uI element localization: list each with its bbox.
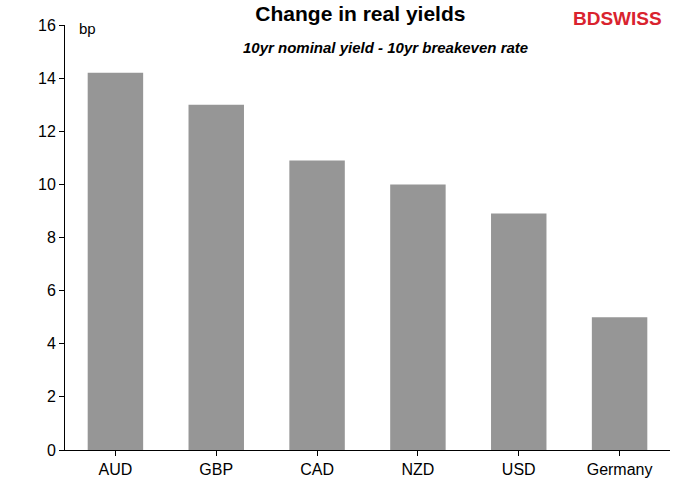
svg-text:10: 10 [38, 176, 56, 193]
svg-text:4: 4 [47, 335, 56, 352]
svg-text:16: 16 [38, 17, 56, 34]
svg-text:2: 2 [47, 388, 56, 405]
svg-text:0: 0 [47, 442, 56, 459]
svg-text:Germany: Germany [587, 461, 653, 478]
svg-text:14: 14 [38, 70, 56, 87]
svg-text:6: 6 [47, 282, 56, 299]
svg-text:bp: bp [79, 20, 96, 37]
svg-text:USD: USD [502, 461, 536, 478]
svg-text:12: 12 [38, 123, 56, 140]
svg-text:GBP: GBP [199, 461, 233, 478]
svg-text:BDSWISS: BDSWISS [573, 8, 662, 29]
svg-text:AUD: AUD [99, 461, 133, 478]
svg-text:CAD: CAD [300, 461, 334, 478]
svg-text:Change in real yields: Change in real yields [255, 2, 465, 25]
svg-text:NZD: NZD [401, 461, 434, 478]
svg-text:10yr nominal yield - 10yr brea: 10yr nominal yield - 10yr breakeven rate [243, 39, 528, 56]
svg-text:8: 8 [47, 229, 56, 246]
